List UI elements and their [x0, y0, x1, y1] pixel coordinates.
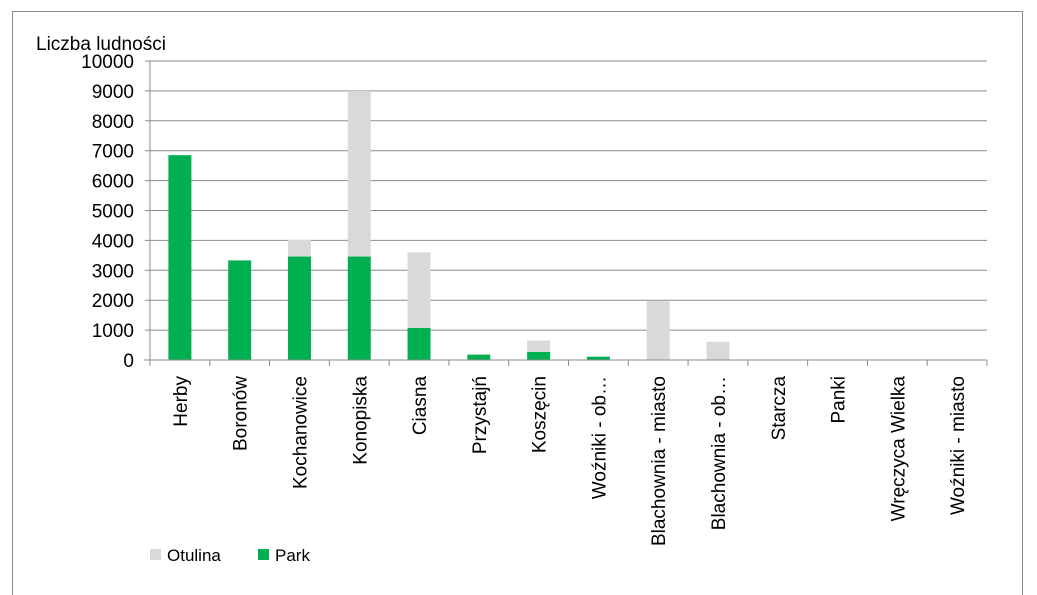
y-tick-label: 2000 — [92, 291, 134, 312]
x-tick-label: Herby — [171, 376, 192, 427]
x-tick-label: Woźniki - miasto — [948, 376, 969, 515]
bar-park — [228, 260, 252, 360]
x-tick-label: Woźniki - ob… — [589, 376, 610, 499]
y-tick-label: 7000 — [92, 142, 134, 163]
bar-park — [168, 155, 192, 360]
y-axis-title: Liczba ludności — [36, 34, 166, 55]
bar-park — [347, 256, 371, 360]
x-tick-label: Blachownia - ob… — [709, 376, 730, 530]
x-tick-label: Boronów — [231, 376, 252, 451]
bar-park — [586, 356, 610, 360]
bar-park — [467, 354, 491, 360]
y-tick-label: 8000 — [92, 112, 134, 133]
y-tick-label: 1000 — [92, 321, 134, 342]
legend-label-otulina: Otulina — [167, 546, 221, 565]
x-tick-label: Konopiska — [350, 376, 371, 465]
y-tick-label: 0 — [123, 351, 134, 372]
bar-otulina — [646, 301, 670, 360]
legend-label-park: Park — [275, 546, 310, 565]
x-tick-label: Ciasna — [410, 376, 431, 436]
x-tick-label: Blachownia - miasto — [649, 376, 670, 546]
y-tick-label: 4000 — [92, 231, 134, 252]
bar-park — [407, 328, 431, 360]
x-tick-labels: Herby Boronów Kochanowice Konopiska Ciasna Pr… — [171, 376, 969, 547]
bar-park — [287, 256, 311, 360]
y-tick-label: 3000 — [92, 261, 134, 282]
legend: Otulina Park — [150, 546, 310, 565]
x-tick-label: Przystajń — [470, 376, 491, 454]
bar-park — [527, 351, 551, 360]
y-tick-labels: 0 1000 2000 3000 4000 5000 6000 7000 8000 9000 100… — [81, 52, 134, 372]
chart-frame — [12, 11, 1023, 595]
y-tick-label: 5000 — [92, 202, 134, 223]
bar-otulina — [706, 341, 730, 360]
x-tick-label: Kochanowice — [290, 376, 311, 489]
y-tick-label: 6000 — [92, 172, 134, 193]
x-tick-label: Koszęcin — [530, 376, 551, 453]
bars — [168, 90, 730, 360]
bar-otulina — [527, 340, 551, 352]
x-tick-label: Wręczyca Wielka — [888, 376, 909, 522]
y-tick-label: 10000 — [81, 52, 134, 73]
x-tick-label: Starcza — [769, 376, 790, 441]
x-tick-label: Panki — [829, 376, 850, 424]
bar-otulina — [347, 90, 371, 257]
legend-swatch-otulina — [150, 549, 161, 560]
axes — [144, 60, 988, 366]
gridlines — [150, 60, 987, 331]
y-tick-label: 9000 — [92, 82, 134, 103]
bar-otulina — [407, 252, 431, 329]
bar-otulina — [287, 239, 311, 257]
legend-swatch-park — [258, 549, 269, 560]
